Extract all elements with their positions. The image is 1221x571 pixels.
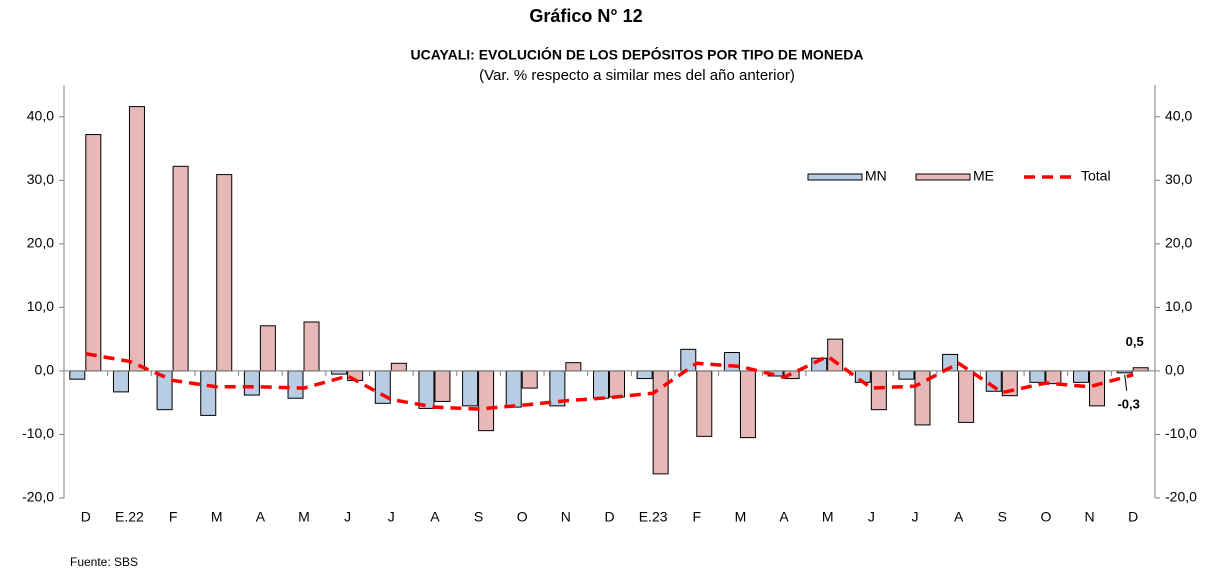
bar <box>593 370 609 399</box>
x-tick-label: J <box>911 509 918 525</box>
y2-tick-label: 10,0 <box>1165 298 1192 314</box>
y-tick-label: -10,0 <box>22 425 54 441</box>
bar <box>69 370 86 380</box>
x-tick-label: N <box>561 509 571 525</box>
bar <box>112 370 129 393</box>
x-tick-label: J <box>868 509 875 525</box>
bar <box>287 370 304 399</box>
y-tick-label: 10,0 <box>27 298 54 314</box>
bar <box>739 370 756 439</box>
bar <box>303 321 320 372</box>
bar <box>243 370 260 396</box>
x-tick-label: A <box>430 509 440 525</box>
bar <box>259 325 276 372</box>
bar <box>898 370 915 380</box>
y2-tick-label: 30,0 <box>1165 171 1192 187</box>
chart-subtitle: UCAYALI: EVOLUCIÓN DE LOS DEPÓSITOS POR … <box>411 46 864 63</box>
y2-tick-label: 0,0 <box>1165 362 1185 378</box>
x-tick-label: S <box>474 509 483 525</box>
y2-tick-label: -10,0 <box>1165 425 1197 441</box>
bar <box>870 370 887 411</box>
y2-tick-label: 40,0 <box>1165 107 1192 123</box>
source: Fuente: SBS <box>70 555 138 569</box>
y-tick-label: 30,0 <box>27 171 54 187</box>
x-tick-label: A <box>954 509 964 525</box>
bar <box>723 351 740 372</box>
legend-swatch <box>915 173 971 181</box>
bar <box>505 370 522 408</box>
x-tick-label: F <box>169 509 178 525</box>
bar <box>696 370 713 437</box>
bar <box>565 362 582 372</box>
legend-label: Total <box>1081 168 1111 184</box>
x-tick-label: M <box>298 509 310 525</box>
line-series <box>85 352 1134 411</box>
x-tick-label: A <box>256 509 266 525</box>
x-tick-label: J <box>388 509 395 525</box>
bar <box>172 165 189 372</box>
y2-tick-label: 20,0 <box>1165 235 1192 251</box>
x-tick-label: M <box>735 509 747 525</box>
bar <box>609 370 625 398</box>
x-tick-label: D <box>604 509 614 525</box>
bar <box>680 348 697 372</box>
data-label: 0,5 <box>1126 334 1144 349</box>
x-tick-label: E.23 <box>639 509 668 525</box>
x-tick-label: N <box>1084 509 1094 525</box>
bar <box>958 370 975 423</box>
bar <box>478 370 495 432</box>
label-leader <box>1124 374 1128 391</box>
x-tick-label: O <box>517 509 528 525</box>
y-tick-label: 0,0 <box>35 362 55 378</box>
bar <box>216 174 233 372</box>
x-tick-label: J <box>344 509 351 525</box>
bar <box>521 370 538 389</box>
bar <box>200 370 217 416</box>
bar <box>390 362 407 372</box>
legend-swatch <box>807 173 863 181</box>
chart-title: Gráfico N° 12 <box>529 6 642 26</box>
x-tick-label: S <box>998 509 1007 525</box>
x-tick-label: D <box>1128 509 1138 525</box>
y2-tick-label: -20,0 <box>1165 489 1197 505</box>
y-tick-label: 40,0 <box>27 107 54 123</box>
chart-note: (Var. % respecto a similar mes del año a… <box>479 67 795 84</box>
y-tick-label: 20,0 <box>27 235 54 251</box>
bar <box>85 134 102 372</box>
bar <box>462 370 479 407</box>
legend-label: ME <box>973 168 994 184</box>
x-tick-label: F <box>692 509 701 525</box>
legend-label: MN <box>865 168 887 184</box>
bar <box>418 370 435 409</box>
bar <box>1089 370 1106 407</box>
x-tick-label: M <box>822 509 834 525</box>
bar <box>128 106 145 372</box>
bar <box>434 370 451 402</box>
x-tick-label: D <box>81 509 91 525</box>
bar <box>827 338 844 372</box>
x-tick-label: O <box>1040 509 1051 525</box>
x-tick-label: A <box>779 509 789 525</box>
bar <box>1073 370 1090 383</box>
x-tick-label: M <box>211 509 223 525</box>
bar <box>636 370 653 380</box>
x-tick-label: E.22 <box>115 509 144 525</box>
y-tick-label: -20,0 <box>22 489 54 505</box>
data-label: -0,3 <box>1117 396 1139 411</box>
bar <box>1029 370 1046 383</box>
